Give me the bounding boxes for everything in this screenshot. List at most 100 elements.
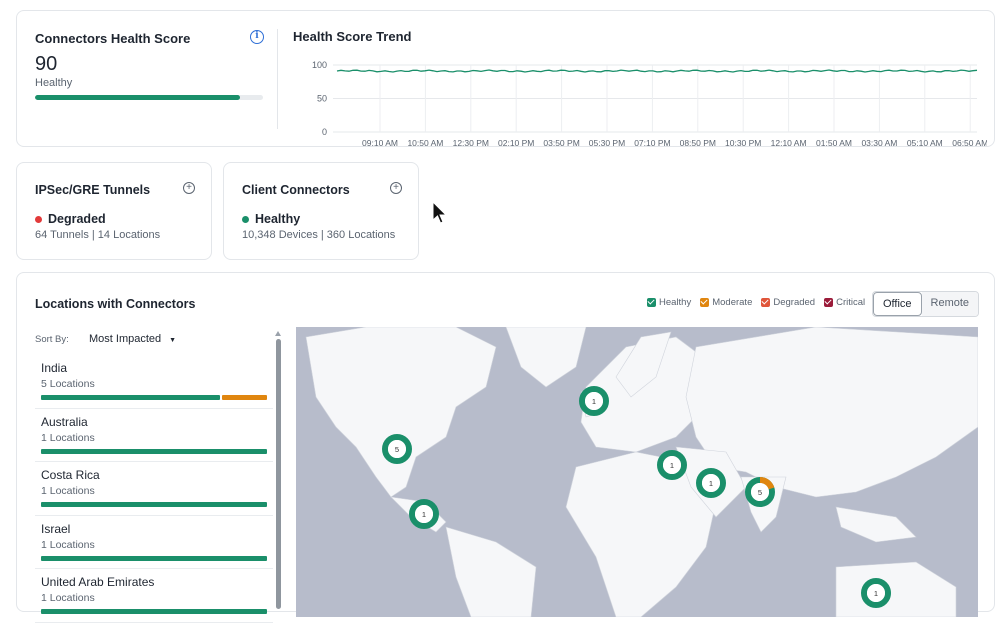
x-tick-label: 08:50 PM	[680, 138, 716, 147]
location-name: United Arab Emirates	[41, 575, 155, 589]
location-name: Australia	[41, 414, 88, 429]
healthy-segment	[41, 609, 267, 614]
x-tick-label: 05:30 PM	[589, 138, 625, 147]
healthy-segment	[41, 502, 267, 507]
location-list-item[interactable]: Israel 1 Locations	[35, 516, 273, 569]
location-health-bar	[41, 502, 267, 507]
y-tick-label: 0	[322, 127, 327, 137]
sort-dropdown[interactable]: Most Impacted ▼	[89, 333, 176, 345]
legend-label: Healthy	[659, 297, 692, 308]
scroll-up-icon[interactable]	[275, 331, 281, 336]
ipsec-status-label: Degraded	[48, 212, 106, 226]
x-tick-label: 07:10 PM	[634, 138, 670, 147]
map-marker[interactable]: 5	[382, 434, 412, 464]
checkbox-icon[interactable]	[647, 298, 656, 307]
location-list-item[interactable]: Australia 1 Locations	[35, 409, 273, 462]
healthy-segment	[41, 555, 267, 561]
map-marker[interactable]: 1	[409, 499, 439, 529]
location-health-bar	[41, 555, 267, 561]
health-score-card: Connectors Health Score i 90 Healthy Hea…	[16, 10, 995, 147]
x-tick-label: 12:30 PM	[453, 138, 489, 147]
client-status-label: Healthy	[255, 212, 301, 226]
location-count: 1 Locations	[41, 431, 95, 444]
sort-label: Sort By:	[35, 334, 69, 345]
x-tick-label: 09:10 AM	[362, 138, 398, 147]
office-remote-toggle: Office Remote	[872, 291, 980, 317]
y-tick-label: 50	[317, 94, 327, 104]
client-connectors-card[interactable]: Client Connectors + Healthy 10,348 Devic…	[223, 162, 419, 260]
location-name: Costa Rica	[41, 468, 100, 482]
marker-label: 1	[874, 589, 878, 598]
locations-card: Locations with Connectors Healthy Moderat…	[16, 272, 995, 623]
healthy-segment	[41, 395, 221, 400]
client-status: Healthy	[242, 212, 300, 226]
marker-label: 1	[422, 510, 426, 519]
x-tick-label: 10:30 PM	[725, 138, 761, 147]
marker-label: 5	[395, 445, 399, 454]
map-marker[interactable]: 5	[745, 477, 775, 507]
mouse-cursor-icon	[432, 201, 448, 224]
caret-down-icon: ▼	[169, 337, 177, 344]
marker-label: 1	[709, 479, 713, 488]
x-tick-label: 06:50 AM	[952, 138, 987, 147]
health-trend-chart: 100 50 0 09:10 AM 10:50 AM 12:30 PM 02:10 PM 0…	[312, 60, 987, 147]
trend-title: Health Score Trend	[293, 29, 412, 44]
world-map[interactable]: 5 1 1 1 1 5 1	[296, 327, 978, 617]
list-scrollbar[interactable]	[275, 331, 281, 621]
x-tick-label: 02:10 PM	[498, 138, 534, 147]
info-icon[interactable]: i	[250, 30, 264, 44]
health-score-bar-fill	[35, 95, 241, 100]
map-marker[interactable]: 1	[657, 450, 687, 480]
checkbox-icon[interactable]	[824, 298, 834, 307]
y-tick-label: 100	[312, 60, 327, 70]
map-marker[interactable]: 1	[861, 578, 891, 608]
location-list-item[interactable]: Costa Rica 1 Locations	[35, 462, 273, 516]
ipsec-status: Degraded	[35, 212, 106, 226]
legend-item-healthy[interactable]: Healthy	[647, 297, 691, 308]
location-count: 1 Locations	[41, 592, 95, 604]
health-score-title: Connectors Health Score	[35, 31, 191, 46]
x-tick-label: 01:50 AM	[816, 138, 852, 147]
client-summary: 10,348 Devices | 360 Locations	[242, 229, 396, 241]
health-score-value: 90	[35, 53, 58, 75]
x-tick-label: 10:50 AM	[407, 138, 443, 147]
location-name: Israel	[41, 521, 71, 536]
add-icon[interactable]: +	[390, 182, 402, 194]
legend-item-moderate[interactable]: Moderate	[700, 297, 752, 308]
location-health-bar	[41, 395, 267, 400]
trend-line	[336, 69, 978, 73]
location-list-item[interactable]: United Arab Emirates 1 Locations	[35, 569, 273, 623]
client-title: Client Connectors	[242, 183, 350, 197]
location-health-bar	[41, 609, 267, 614]
map-marker[interactable]: 1	[579, 386, 609, 416]
toggle-office[interactable]: Office	[873, 292, 922, 316]
legend-item-degraded[interactable]: Degraded	[761, 297, 815, 308]
legend-label: Degraded	[773, 297, 816, 308]
location-count: 1 Locations	[41, 538, 95, 551]
land-masses	[305, 327, 978, 617]
legend-item-critical[interactable]: Critical	[824, 297, 865, 308]
world-map-svg: 5 1 1 1 1 5 1	[305, 327, 978, 617]
toggle-remote[interactable]: Remote	[921, 292, 979, 316]
legend-label: Critical	[836, 297, 866, 308]
add-icon[interactable]: +	[183, 182, 195, 194]
marker-label: 5	[758, 488, 762, 497]
scroll-thumb[interactable]	[275, 339, 281, 609]
ipsec-tunnels-card[interactable]: IPSec/GRE Tunnels + Degraded 64 Tunnels …	[16, 162, 212, 260]
divider	[277, 29, 278, 129]
location-list-item[interactable]: India 5 Locations	[35, 355, 273, 409]
status-dot-icon	[242, 215, 249, 223]
location-count: 5 Locations	[41, 378, 95, 390]
x-tick-label: 03:30 AM	[861, 138, 897, 147]
health-score-status: Healthy	[35, 77, 73, 89]
status-dot-icon	[35, 215, 42, 223]
marker-label: 1	[592, 397, 596, 406]
checkbox-icon[interactable]	[700, 298, 710, 307]
ipsec-summary: 64 Tunnels | 14 Locations	[35, 229, 161, 241]
location-list: India 5 Locations Australia 1 Locations Cost…	[35, 355, 273, 623]
marker-label: 1	[670, 461, 674, 470]
map-marker[interactable]: 1	[696, 468, 726, 498]
x-tick-label: 03:50 PM	[543, 138, 579, 147]
location-name: India	[41, 361, 68, 375]
checkbox-icon[interactable]	[761, 298, 771, 307]
